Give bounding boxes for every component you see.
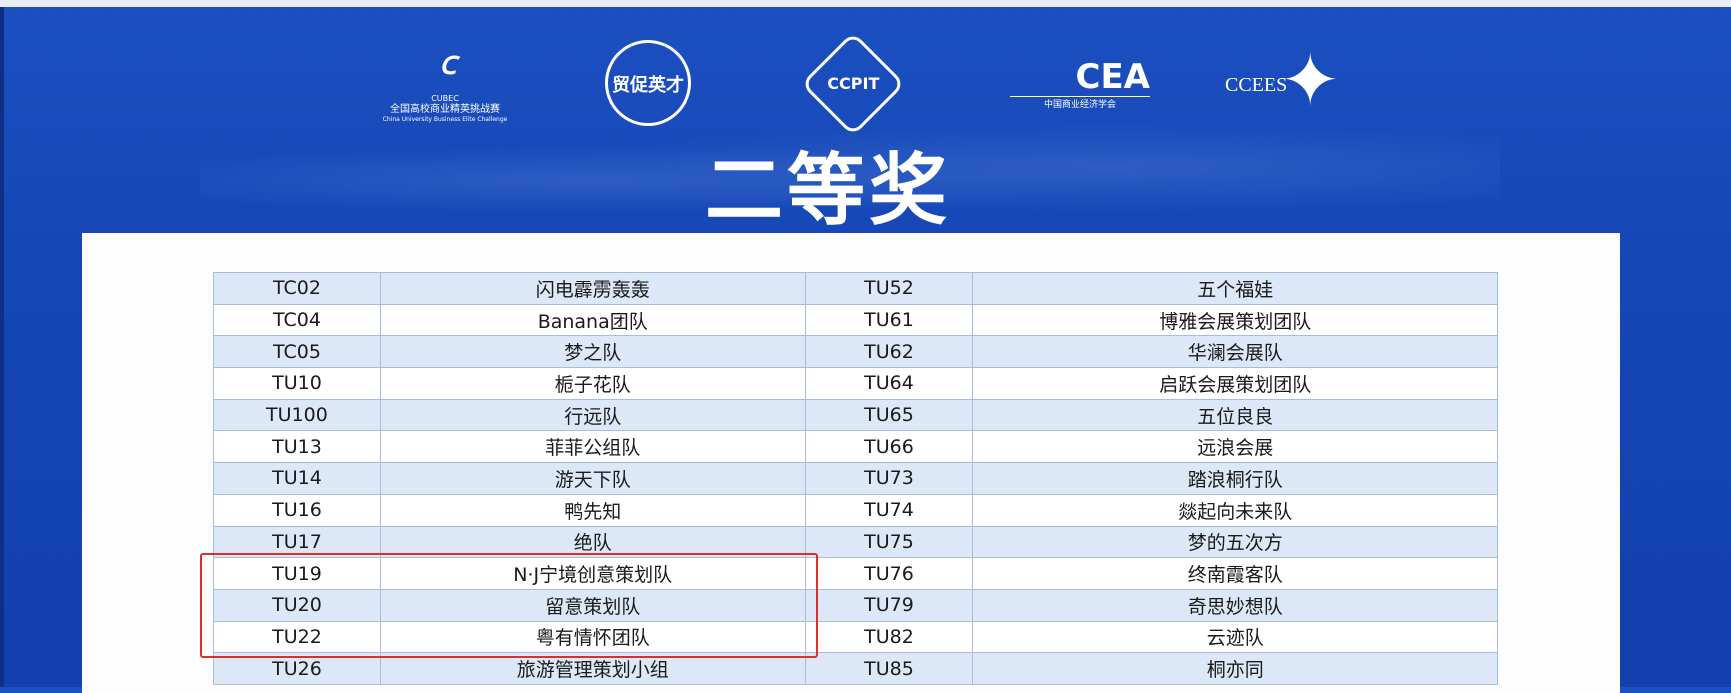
team-name: 五位良良 [972,398,1498,432]
team-id: TU85 [804,652,974,685]
team-id: TU100 [213,398,381,432]
team-id: TU13 [213,430,381,464]
table-row: TU13 菲菲公组队 TU66 远浪会展 [213,430,1498,464]
team-id: TU16 [213,493,381,527]
team-name: 终南霞客队 [972,557,1498,590]
team-id: TC04 [213,303,381,337]
logo-ccees: ✦ CCEES [1225,38,1341,122]
team-name: 菲菲公组队 [379,430,806,464]
team-name: 留意策划队 [379,588,806,622]
team-name: 云迹队 [972,620,1498,654]
table-row: TC05 梦之队 TU62 华澜会展队 [213,335,1498,369]
team-name: 五个福娃 [972,272,1498,305]
team-name: 华澜会展队 [972,335,1498,369]
table-row: TU100 行远队 TU65 五位良良 [213,398,1498,432]
table-row: TU14 游天下队 TU73 踏浪桐行队 [213,462,1498,495]
logo-cea: CEA 中国商业经济学会 [1010,60,1150,110]
team-name: 博雅会展策划团队 [972,303,1498,337]
team-id: TU74 [804,493,974,527]
team-name: 远浪会展 [972,430,1498,464]
team-id: TU52 [804,272,974,305]
team-name: 梦的五次方 [972,525,1498,559]
team-id: TU82 [804,620,974,654]
team-name: 踏浪桐行队 [972,462,1498,495]
table-row: TC04 Banana团队 TU61 博雅会展策划团队 [213,303,1498,337]
team-name: 启跃会展策划团队 [972,367,1498,400]
team-id: TU73 [804,462,974,495]
team-name: 燚起向未来队 [972,493,1498,527]
highlight-box [200,553,818,658]
team-name: 奇思妙想队 [972,588,1498,622]
award-title: 二等奖 [705,146,952,236]
team-name: 梦之队 [379,335,806,369]
team-id: TU19 [213,557,381,590]
world-map-background [200,120,1500,240]
team-id: TU75 [804,525,974,559]
team-id: TU65 [804,398,974,432]
table-row: TU10 栀子花队 TU64 启跃会展策划团队 [213,367,1498,400]
table-row: TU16 鸭先知 TU74 燚起向未来队 [213,493,1498,527]
table-row: TU20 留意策划队 TU79 奇思妙想队 [213,588,1498,622]
team-name: 鸭先知 [379,493,806,527]
logo-cubec: ꟲ CUBEC 全国高校商业精英挑战赛 China University Bus… [382,49,508,123]
table-row: TC02 闪电霹雳轰轰 TU52 五个福娃 [213,272,1498,305]
team-name: 桐亦同 [972,652,1498,685]
table-row: TU17 绝队 TU75 梦的五次方 [213,525,1498,559]
team-id: TU76 [804,557,974,590]
team-id: TU17 [213,525,381,559]
team-id: TC05 [213,335,381,369]
team-id: TU14 [213,462,381,495]
logo-maocu-yingcai: 贸促英才 [605,40,691,126]
team-id: TU79 [804,588,974,622]
top-strip [0,0,1731,7]
team-id: TU22 [213,620,381,654]
award-table: TC02 闪电霹雳轰轰 TU52 五个福娃 TC04 Banana团队 TU61 博雅会展策划… [213,272,1498,685]
team-id: TU20 [213,588,381,622]
team-id: TU64 [804,367,974,400]
team-name: 栀子花队 [379,367,806,400]
team-name: 游天下队 [379,462,806,495]
team-id: TU62 [804,335,974,369]
team-name: 粤有情怀团队 [379,620,806,654]
team-name: 闪电霹雳轰轰 [379,272,806,305]
team-id: TU10 [213,367,381,400]
team-id: TU66 [804,430,974,464]
table-row: TU19 N·J宁境创意策划队 TU76 终南霞客队 [213,557,1498,590]
table-row: TU22 粤有情怀团队 TU82 云迹队 [213,620,1498,654]
team-id: TU61 [804,303,974,337]
team-name: 绝队 [379,525,806,559]
team-name: 行远队 [379,398,806,432]
team-name: Banana团队 [379,303,806,337]
left-edge [0,7,4,687]
team-id: TC02 [213,272,381,305]
